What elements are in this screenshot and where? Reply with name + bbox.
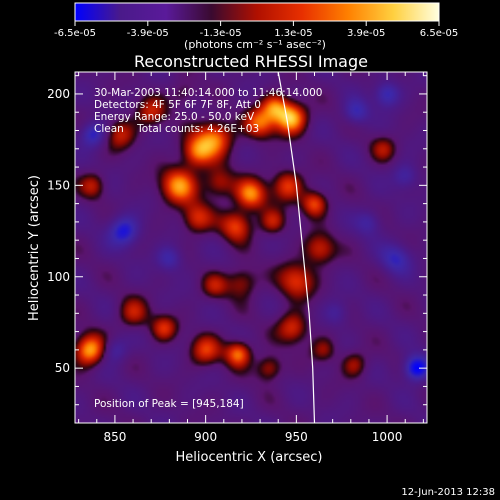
y-tick-label: 100 (47, 270, 70, 284)
energy-range-label: Energy Range: 25.0 - 50.0 keV (94, 111, 255, 123)
solar-limb-line (277, 72, 316, 423)
plot-frame (74, 71, 428, 424)
y-tick-label: 200 (47, 87, 70, 101)
colorbar-tick-label: 3.9e-05 (347, 28, 385, 39)
x-tick-label: 950 (285, 430, 308, 444)
x-tick-label: 850 (103, 430, 126, 444)
colorbar-tick-label: -6.5e-05 (54, 28, 96, 39)
colorbar-unit-label: (photons cm⁻² s⁻¹ asec⁻²) (184, 38, 326, 51)
colorbar (75, 3, 439, 21)
y-axis-label: Heliocentric Y (arcsec) (27, 175, 42, 321)
x-tick-label: 900 (194, 430, 217, 444)
colorbar-tick-label: -1.3e-05 (200, 28, 242, 39)
axis-ticks: 850 900 950 1000 50 100 150 200 (47, 72, 427, 444)
colorbar-tick-label: 1.3e-05 (274, 28, 312, 39)
heatmap (75, 72, 427, 423)
time-range-label: 30-Mar-2003 11:40:14.000 to 11:46:14.000 (94, 87, 322, 99)
peak-position-label: Position of Peak = [945,184] (94, 398, 244, 410)
x-tick-label: 1000 (372, 430, 403, 444)
x-axis-label: Heliocentric X (arcsec) (176, 450, 323, 465)
y-tick-label: 50 (55, 361, 70, 375)
clean-counts-label: Clean Total counts: 4.26E+03 (94, 123, 259, 135)
observation-annotations: 30-Mar-2003 11:40:14.000 to 11:46:14.000… (94, 87, 322, 410)
chart-title: Reconstructed RHESSI Image (134, 52, 368, 71)
y-tick-label: 150 (47, 178, 70, 192)
detectors-label: Detectors: 4F 5F 6F 7F 8F, Att 0 (94, 99, 261, 111)
plot-area (75, 72, 427, 423)
footer-date: 12-Jun-2013 12:38 (401, 487, 495, 498)
colorbar-tick-label: -3.9e-05 (127, 28, 169, 39)
colorbar-tick-label: 6.5e-05 (420, 28, 458, 39)
colorbar-frame (74, 2, 440, 22)
colorbar-ticks: -6.5e-05 -3.9e-05 -1.3e-05 1.3e-05 3.9e-05 6.… (54, 21, 458, 39)
